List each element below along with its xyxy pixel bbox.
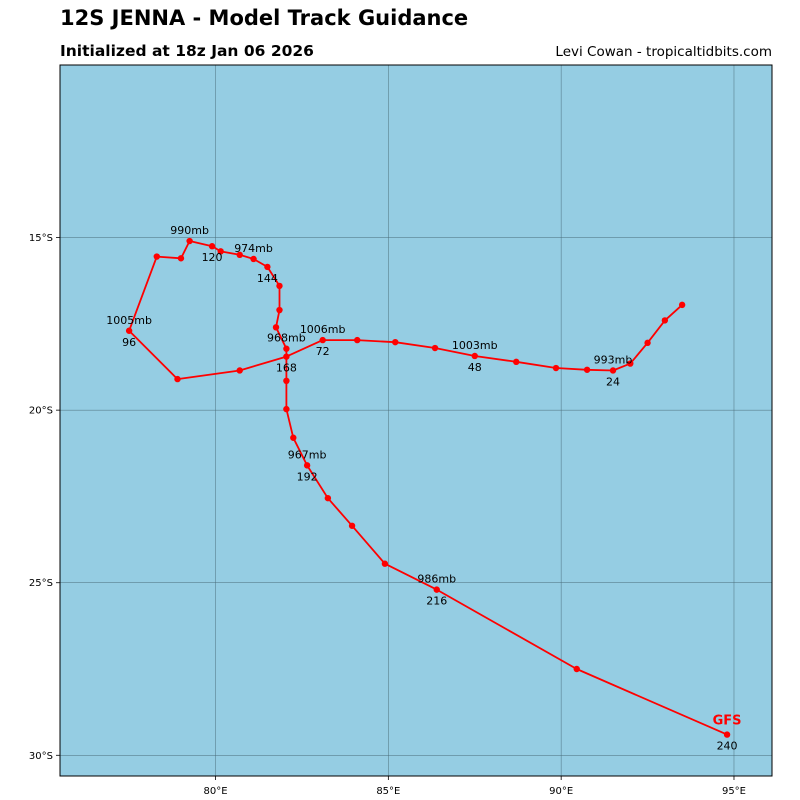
- model-track: [125, 237, 731, 738]
- forecast-hour-label: 192: [297, 470, 318, 483]
- map-frame: [59, 64, 773, 777]
- pressure-label: 990mb: [170, 224, 209, 237]
- track-point[interactable]: [609, 367, 617, 374]
- forecast-hour-label: 168: [276, 362, 297, 375]
- forecast-hour-label: 48: [468, 361, 482, 374]
- page-subtitle: Initialized at 18z Jan 06 2026: [60, 42, 314, 60]
- forecast-hour-label: 24: [606, 375, 620, 388]
- track-point[interactable]: [276, 306, 283, 314]
- page-title: 12S JENNA - Model Track Guidance: [60, 6, 469, 30]
- track-point[interactable]: [678, 301, 686, 309]
- track-point[interactable]: [283, 345, 290, 352]
- forecast-hour-label: 240: [717, 740, 738, 753]
- track-point[interactable]: [348, 522, 356, 529]
- forecast-hour-label: 216: [426, 595, 447, 608]
- track-point[interactable]: [644, 339, 651, 347]
- y-tick-label: 15°S: [29, 233, 53, 244]
- track-point[interactable]: [471, 352, 478, 360]
- pressure-label: 1005mb: [106, 314, 152, 327]
- y-tick-label: 30°S: [29, 751, 53, 762]
- track-point[interactable]: [583, 366, 591, 373]
- track-point[interactable]: [324, 494, 332, 502]
- track-point[interactable]: [177, 255, 185, 262]
- track-point[interactable]: [552, 364, 560, 372]
- pressure-label: 967mb: [288, 448, 327, 461]
- grid-lines: [60, 65, 772, 776]
- track-point[interactable]: [381, 560, 389, 567]
- track-point[interactable]: [431, 344, 439, 352]
- pressure-label: 1006mb: [300, 323, 346, 336]
- track-point[interactable]: [354, 336, 361, 344]
- forecast-hour-label: 72: [316, 345, 330, 358]
- track-point[interactable]: [264, 263, 271, 271]
- credit-text: Levi Cowan - tropicaltidbits.com: [555, 44, 772, 60]
- track-point[interactable]: [513, 358, 520, 366]
- ocean-background: [60, 65, 772, 776]
- x-tick-label: 85°E: [376, 786, 400, 797]
- track-point[interactable]: [174, 375, 181, 383]
- track-point[interactable]: [276, 282, 283, 290]
- track-point[interactable]: [250, 255, 257, 263]
- track-point[interactable]: [283, 353, 290, 360]
- forecast-hour-label: 120: [202, 251, 223, 264]
- track-point[interactable]: [627, 360, 634, 367]
- track-point[interactable]: [433, 586, 440, 593]
- x-tick-label: 90°E: [549, 786, 573, 797]
- track-point[interactable]: [186, 237, 193, 245]
- track-point[interactable]: [303, 462, 311, 469]
- y-tick-label: 20°S: [29, 406, 53, 417]
- track-point[interactable]: [573, 665, 580, 673]
- forecast-hour-label: 96: [122, 336, 136, 349]
- track-point[interactable]: [283, 377, 290, 385]
- track-point[interactable]: [153, 253, 160, 260]
- track-point[interactable]: [661, 317, 669, 324]
- track-point[interactable]: [283, 405, 290, 413]
- track-point[interactable]: [272, 324, 280, 331]
- x-tick-label: 95°E: [722, 786, 746, 797]
- track-point[interactable]: [290, 434, 297, 441]
- track-point[interactable]: [236, 367, 243, 374]
- forecast-hour-label: 144: [257, 272, 278, 285]
- pressure-label: 986mb: [417, 573, 456, 586]
- track-point[interactable]: [208, 243, 216, 250]
- pressure-label: 968mb: [267, 332, 306, 345]
- track-point[interactable]: [723, 731, 731, 738]
- pressure-label: 993mb: [594, 353, 633, 366]
- track-point[interactable]: [392, 338, 399, 346]
- track-point[interactable]: [319, 336, 326, 344]
- pressure-label: 1003mb: [452, 339, 498, 352]
- y-tick-label: 25°S: [29, 578, 53, 589]
- x-tick-label: 80°E: [204, 786, 228, 797]
- track-point[interactable]: [125, 327, 133, 334]
- axis-labels: 80°E 85°E 90°E 95°E 15°S 20°S 25°S 30°S: [29, 233, 746, 797]
- track-point[interactable]: [236, 251, 243, 259]
- model-name-label: GFS: [713, 714, 742, 729]
- track-point[interactable]: [217, 248, 224, 255]
- track-labels: 993mb 1003mb 1006mb 1005mb 990mb 974mb 968mb 96…: [106, 224, 741, 753]
- pressure-label: 974mb: [234, 242, 273, 255]
